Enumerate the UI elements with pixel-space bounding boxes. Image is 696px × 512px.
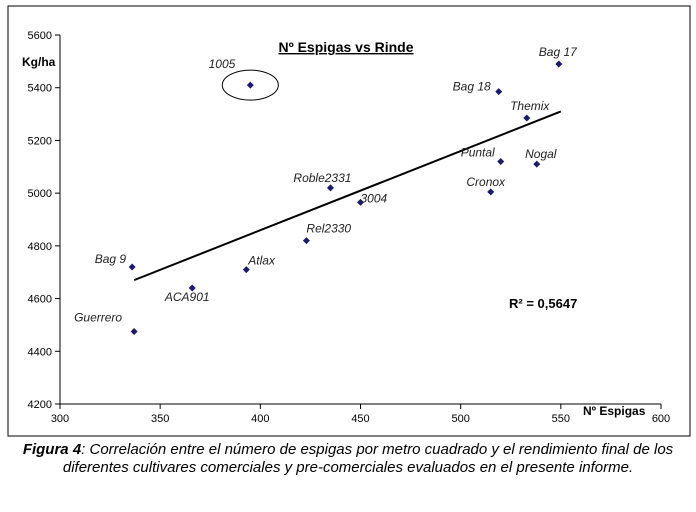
data-point bbox=[188, 284, 196, 292]
data-point-label: Rel2330 bbox=[306, 222, 351, 236]
data-point bbox=[242, 266, 250, 274]
data-point bbox=[326, 184, 334, 192]
data-point-label: Atlax bbox=[247, 254, 276, 268]
highlight-ellipse bbox=[221, 69, 279, 101]
data-point-label: Cronox bbox=[466, 175, 506, 189]
x-tick-label: 600 bbox=[652, 413, 670, 425]
figure-label: Figura 4 bbox=[22, 441, 82, 458]
data-point bbox=[128, 263, 136, 271]
data-point-label: Bag 9 bbox=[95, 252, 127, 266]
data-point-label: 3004 bbox=[361, 191, 388, 205]
data-point bbox=[302, 237, 310, 245]
data-point bbox=[357, 198, 364, 206]
y-tick-label: 4200 bbox=[28, 399, 52, 411]
x-tick-label: 400 bbox=[251, 413, 269, 425]
data-point bbox=[495, 88, 503, 96]
data-marks: Guerrero Bag 9 ACA901 Atlax 1005 Rel2330 Roble… bbox=[74, 45, 578, 336]
chart-border bbox=[7, 5, 691, 437]
y-tick-label: 4800 bbox=[28, 241, 52, 253]
data-point-label: ACA901 bbox=[164, 290, 210, 304]
y-axis-label: Kg/ha bbox=[22, 55, 56, 69]
figure-caption: Figura 4: Correlación entre el número de… bbox=[10, 441, 686, 477]
data-point bbox=[523, 114, 531, 122]
chart: 4200 4400 4600 4800 5000 5200 5400 5600 300 350 40… bbox=[7, 5, 691, 437]
data-point-label: Puntal bbox=[461, 146, 495, 160]
data-point bbox=[533, 160, 541, 168]
y-tick-label: 5600 bbox=[28, 30, 52, 42]
data-point-label: Themix bbox=[510, 99, 550, 113]
trend-line bbox=[133, 110, 562, 282]
x-tick-label: 300 bbox=[51, 413, 69, 425]
scatter-plot: 4200 4400 4600 4800 5000 5200 5400 5600 300 350 40… bbox=[7, 5, 691, 437]
y-tick-label: 5400 bbox=[28, 83, 52, 95]
x-tick-label: 500 bbox=[451, 413, 469, 425]
y-tick-label: 5000 bbox=[28, 188, 52, 200]
data-point-label: Guerrero bbox=[74, 311, 122, 325]
data-point bbox=[555, 60, 563, 68]
y-tick-label: 4400 bbox=[28, 346, 52, 358]
data-point-label: Nogal bbox=[525, 147, 557, 161]
data-point-label: Roble2331 bbox=[293, 171, 351, 185]
figure-caption-text: : Correlación entre el número de espigas… bbox=[62, 441, 674, 476]
data-point bbox=[497, 158, 505, 166]
x-tick-label: 550 bbox=[552, 413, 570, 425]
x-axis-label: Nº Espigas bbox=[583, 404, 646, 418]
x-tick-label: 350 bbox=[151, 413, 169, 425]
data-point bbox=[487, 188, 495, 196]
data-point-label: Bag 18 bbox=[453, 80, 491, 94]
axes: 4200 4400 4600 4800 5000 5200 5400 5600 300 350 40… bbox=[28, 30, 671, 425]
x-tick-label: 450 bbox=[351, 413, 369, 425]
y-tick-label: 4600 bbox=[28, 294, 52, 306]
data-point-label: Bag 17 bbox=[539, 45, 578, 59]
chart-title: Nº Espigas vs Rinde bbox=[278, 39, 413, 55]
y-tick-label: 5200 bbox=[28, 135, 52, 147]
data-point bbox=[246, 81, 254, 89]
data-point-label: 1005 bbox=[209, 57, 236, 71]
data-point bbox=[130, 328, 138, 336]
r-squared-label: R² = 0,5647 bbox=[509, 296, 577, 311]
